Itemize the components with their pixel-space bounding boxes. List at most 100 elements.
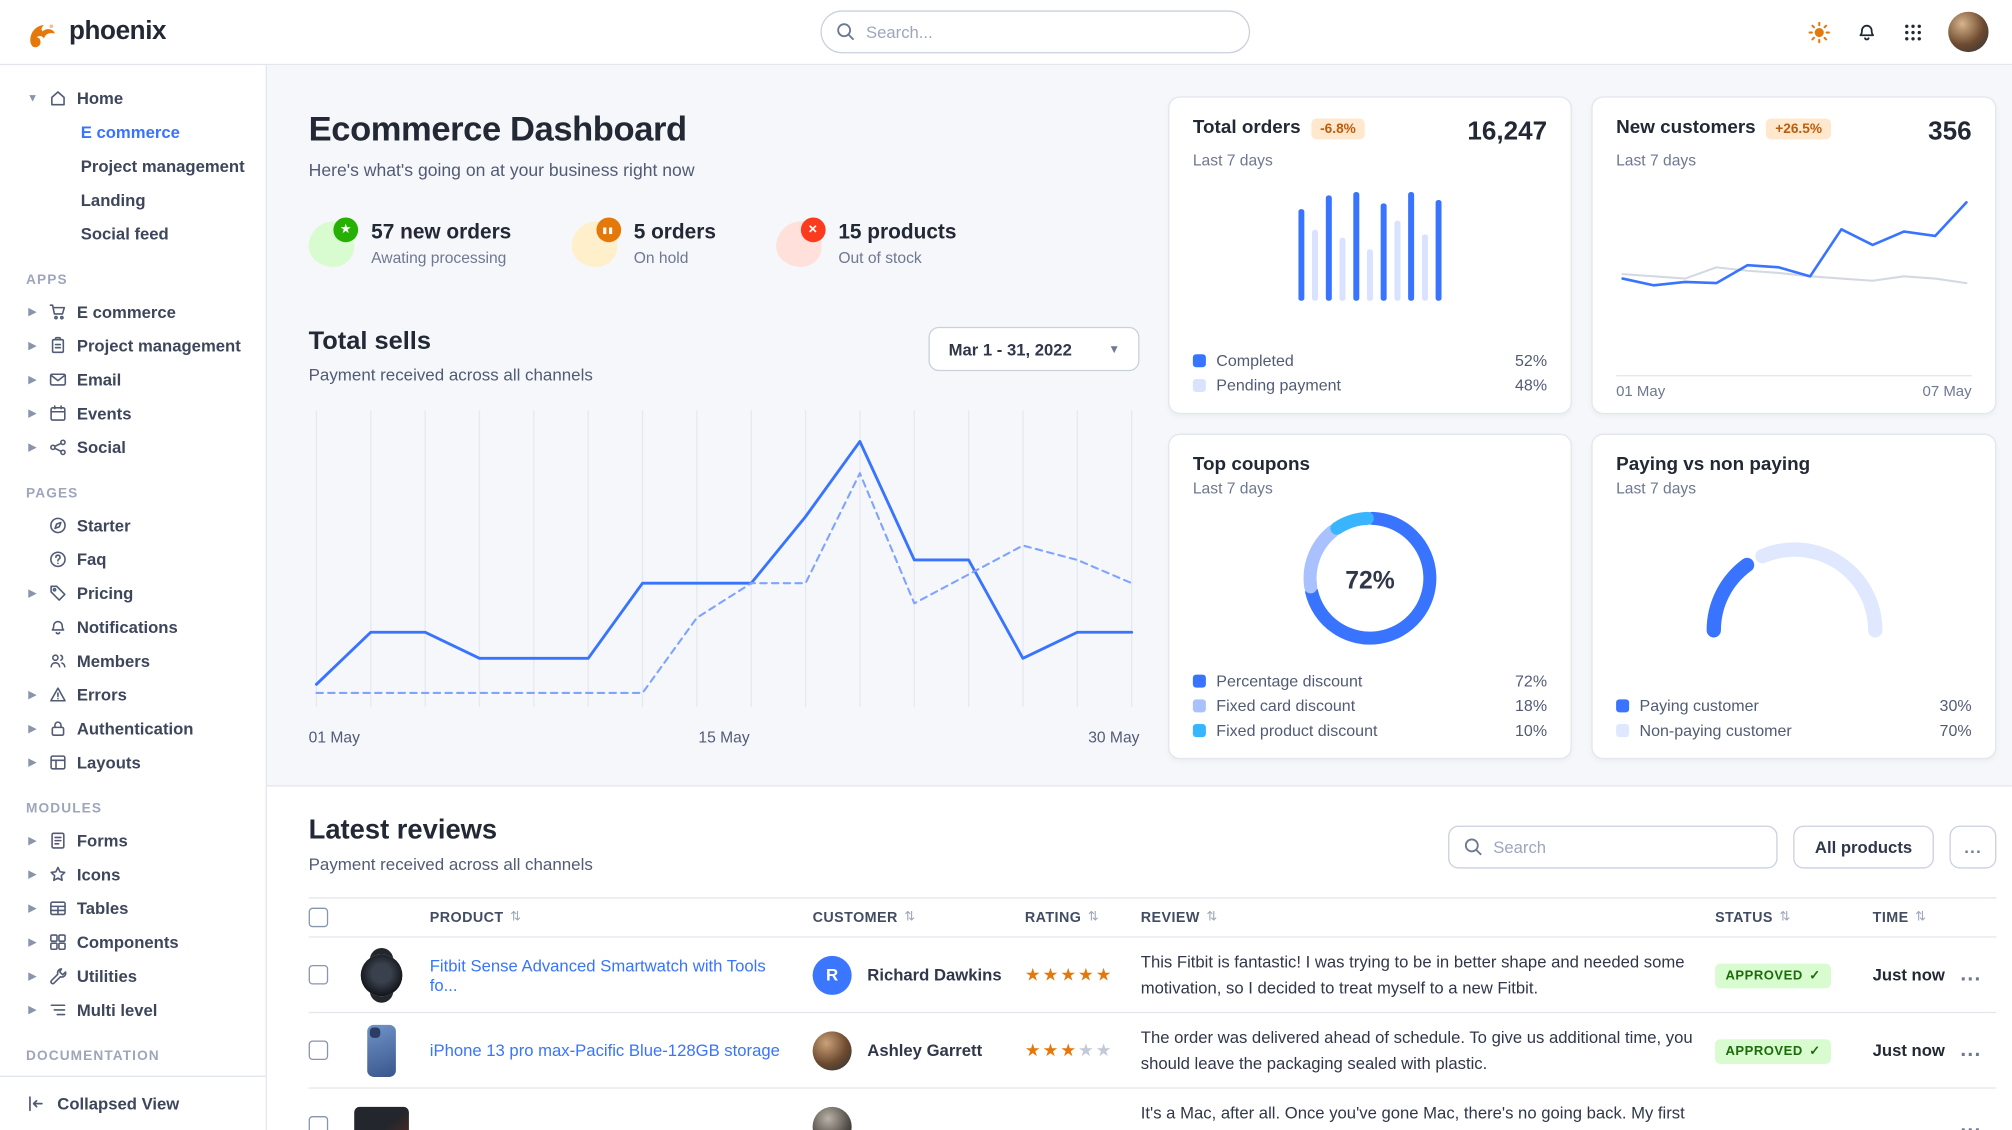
axis-label: 30 May: [1088, 727, 1140, 747]
row-actions-button[interactable]: ...: [1960, 1038, 1982, 1061]
review-text: This Fitbit is fantastic! I was trying t…: [1140, 952, 1685, 997]
sidebar-item-forms[interactable]: ▶ Forms: [0, 823, 266, 857]
sidebar-item-home[interactable]: ▼ Home: [0, 81, 266, 115]
legend-value: 70%: [1939, 720, 1972, 740]
sidebar-item-pricing[interactable]: ▶ Pricing: [0, 576, 266, 610]
legend-label: Fixed card discount: [1216, 696, 1356, 715]
select-all-checkbox[interactable]: [308, 907, 329, 928]
review-time: Just now: [1872, 964, 1945, 985]
stat-caption: On hold: [633, 248, 689, 267]
star-filled-icon: ★: [1042, 964, 1061, 984]
legend-item: Paying customer 30%: [1616, 693, 1972, 718]
date-range-select[interactable]: Mar 1 - 31, 2022 ▼: [929, 326, 1140, 372]
legend-item: Fixed card discount 18%: [1192, 693, 1547, 718]
chevron-right-icon: ▶: [28, 900, 37, 914]
column-header-customer[interactable]: CUSTOMER ⇅: [797, 910, 1008, 926]
status-label: APPROVED: [1725, 968, 1803, 983]
list-icon: [48, 999, 68, 1019]
global-search-input[interactable]: [820, 10, 1251, 54]
reviews-search-input[interactable]: [1447, 825, 1778, 869]
apps-grid-icon[interactable]: [1903, 21, 1924, 42]
sidebar-item-errors[interactable]: ▶ Errors: [0, 677, 266, 711]
sidebar-item-utilities[interactable]: ▶ Utilities: [0, 958, 266, 992]
share-icon: [48, 437, 68, 457]
sort-icon: ⇅: [1915, 910, 1927, 925]
card-period: Last 7 days: [1192, 151, 1273, 170]
sidebar-item-components[interactable]: ▶ Components: [0, 925, 266, 959]
card-period: Last 7 days: [1616, 479, 1697, 498]
rating-stars: ★★★★★: [1008, 964, 1125, 985]
user-avatar[interactable]: [1948, 11, 1989, 53]
sidebar-subitem-social-feed[interactable]: Social feed: [80, 223, 169, 243]
sidebar-item-label: E commerce: [76, 301, 176, 322]
sidebar-item-events[interactable]: ▶ Events: [0, 396, 266, 430]
collapse-view-button[interactable]: Collapsed View: [0, 1075, 266, 1130]
chevron-right-icon: ▶: [28, 832, 37, 846]
sidebar-item-faq[interactable]: Faq: [0, 542, 266, 576]
reviews-table: PRODUCT ⇅ CUSTOMER ⇅ RATING ⇅ REVIEW ⇅ STATUS ⇅ TI…: [308, 897, 1997, 1130]
column-header-product[interactable]: PRODUCT ⇅: [341, 910, 797, 926]
sort-icon: ⇅: [1087, 910, 1100, 925]
row-checkbox[interactable]: [308, 1116, 329, 1130]
top-coupons-legend: Percentage discount 72% Fixed card discoun…: [1192, 668, 1547, 742]
row-actions-button[interactable]: ...: [1960, 963, 1982, 986]
page-subtitle: Here's what's going on at your business …: [308, 160, 695, 180]
star-filled-icon: ★: [1060, 1039, 1079, 1060]
sidebar-subitem-e-commerce[interactable]: E commerce: [80, 121, 180, 142]
sidebar-item-layouts[interactable]: ▶ Layouts: [0, 745, 266, 779]
all-products-button[interactable]: All products: [1792, 825, 1935, 869]
alert-icon: [48, 684, 68, 704]
row-checkbox[interactable]: [308, 1040, 329, 1061]
column-header-review[interactable]: REVIEW ⇅: [1125, 910, 1705, 926]
calendar-icon: [48, 403, 68, 423]
stat-caption: Out of stock: [838, 248, 922, 267]
theme-toggle-sun-icon[interactable]: [1808, 20, 1831, 43]
check-icon: ✓: [1809, 1043, 1821, 1059]
legend-dot: [1192, 698, 1206, 712]
sidebar-item-authentication[interactable]: ▶ Authentication: [0, 711, 266, 745]
sidebar-item-label: Authentication: [76, 718, 194, 738]
sidebar-item-icons[interactable]: ▶ Icons: [0, 857, 266, 891]
product-image-phone: [367, 1024, 396, 1077]
product-link[interactable]: iPhone 13 pro max-Pacific Blue-128GB sto…: [429, 1040, 780, 1061]
card-period: Last 7 days: [1192, 479, 1273, 498]
row-checkbox[interactable]: [308, 964, 329, 985]
notifications-bell-icon[interactable]: [1856, 21, 1878, 43]
column-label: STATUS: [1715, 909, 1773, 926]
sidebar-item-multi-level[interactable]: ▶ Multi level: [0, 992, 266, 1026]
axis-label: 07 May: [1922, 384, 1972, 400]
sidebar-item-label: Pricing: [76, 582, 134, 603]
kpi-cards: Total orders -6.8% 16,247 Last 7 days Co…: [1168, 96, 1997, 760]
page-title: Ecommerce Dashboard: [308, 109, 687, 149]
phoenix-logo-icon: [30, 23, 55, 47]
sidebar-item-tables[interactable]: ▶ Tables: [0, 891, 266, 925]
collapse-icon: [26, 1094, 46, 1114]
product-link[interactable]: Fitbit Sense Advanced Smartwatch with To…: [429, 955, 766, 995]
sidebar-subitem-landing[interactable]: Landing: [80, 189, 146, 210]
customer-avatar: [812, 1106, 852, 1130]
sidebar-item-email[interactable]: ▶ Email: [0, 362, 266, 396]
reviews-more-button[interactable]: ...: [1949, 825, 1997, 869]
sidebar-item-label: Email: [76, 369, 122, 389]
sidebar-item-notifications[interactable]: Notifications: [0, 609, 266, 643]
lock-icon: [48, 718, 68, 738]
sidebar-item-social[interactable]: ▶ Social: [0, 430, 266, 464]
review-row: Fitbit Sense Advanced Smartwatch with To…: [308, 938, 1997, 1014]
status-label: APPROVED: [1725, 1043, 1803, 1059]
brand-logo[interactable]: phoenix: [23, 14, 167, 50]
column-header-time[interactable]: TIME ⇅: [1854, 910, 1945, 926]
sidebar-item-members[interactable]: Members: [0, 643, 266, 677]
legend-label: Non-paying customer: [1639, 720, 1792, 740]
sidebar-item-e-commerce[interactable]: ▶ E commerce: [0, 294, 266, 328]
sidebar-item-starter[interactable]: Starter: [0, 508, 266, 542]
compass-icon: [48, 515, 68, 535]
sidebar-item-label: Social: [76, 436, 126, 457]
axis-label: 01 May: [1616, 384, 1666, 400]
column-header-status[interactable]: STATUS ⇅: [1705, 910, 1855, 926]
sidebar-item-project-management[interactable]: ▶ Project management: [0, 328, 266, 362]
sidebar-subitem-project-management[interactable]: Project management: [80, 155, 245, 176]
column-header-rating[interactable]: RATING ⇅: [1008, 910, 1125, 926]
sidebar-item-label: Events: [76, 403, 132, 423]
row-actions-button[interactable]: ...: [1960, 1114, 1982, 1130]
chevron-right-icon: ▶: [28, 754, 37, 768]
